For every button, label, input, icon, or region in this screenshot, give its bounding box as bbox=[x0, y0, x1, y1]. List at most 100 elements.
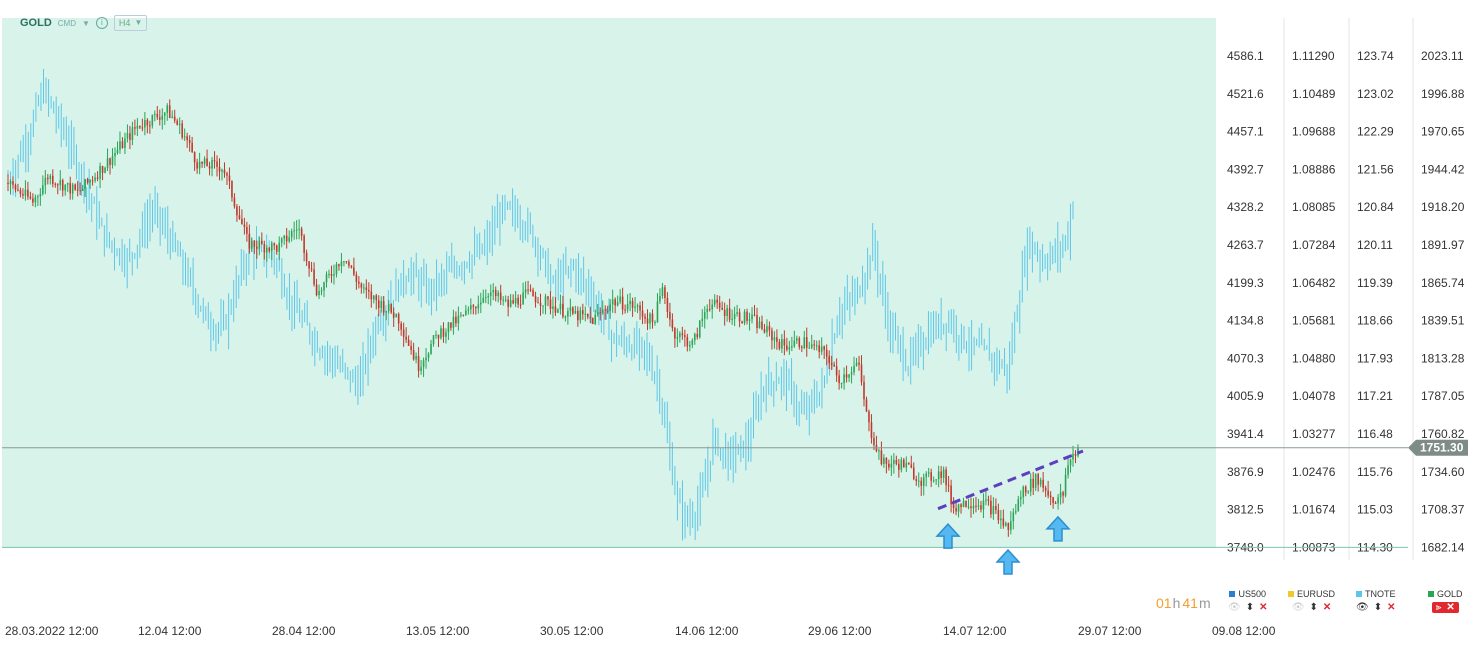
gold-candle bbox=[860, 355, 863, 386]
chevron-down-icon[interactable]: ▼ bbox=[82, 18, 90, 28]
gold-candle bbox=[1022, 485, 1025, 505]
gold-candle bbox=[504, 295, 507, 303]
price-tick-label: 1760.82 bbox=[1421, 427, 1465, 441]
eye-icon[interactable]: 👁 bbox=[1228, 602, 1241, 613]
gold-candle bbox=[995, 498, 997, 514]
info-icon[interactable]: i bbox=[95, 17, 108, 29]
gold-candle bbox=[186, 132, 188, 148]
close-icon[interactable]: ✕ bbox=[1387, 602, 1396, 613]
gold-candle bbox=[17, 183, 19, 192]
candlestick-type-icon[interactable]: ⫸ bbox=[1435, 602, 1442, 613]
gold-candle bbox=[1007, 522, 1010, 537]
eye-icon[interactable]: 👁 bbox=[1356, 602, 1369, 613]
gold-candle bbox=[898, 458, 900, 478]
gold-candle bbox=[101, 165, 104, 181]
gold-candle bbox=[557, 308, 559, 314]
price-tick-label: 1865.74 bbox=[1421, 276, 1465, 290]
arrow-up-icon[interactable] bbox=[995, 548, 1021, 575]
gold-candle bbox=[400, 321, 402, 336]
legend-gold[interactable]: GOLD ⫸ ✕ bbox=[1428, 589, 1463, 613]
gold-candle bbox=[768, 321, 771, 337]
gold-candle bbox=[86, 177, 89, 185]
gold-candle bbox=[265, 245, 268, 262]
gold-candle bbox=[96, 171, 99, 182]
gold-candle bbox=[519, 294, 522, 309]
price-tick-label: 1813.28 bbox=[1421, 351, 1465, 365]
price-tick-label: 1918.20 bbox=[1421, 200, 1465, 214]
gold-candle bbox=[1000, 509, 1002, 529]
gold-series bbox=[7, 99, 1079, 537]
gold-candle bbox=[972, 498, 975, 515]
gold-candle bbox=[94, 172, 96, 183]
sort-icon[interactable]: ⬍ bbox=[1245, 602, 1255, 613]
time-tick-label: 13.05 12:00 bbox=[406, 624, 470, 638]
gold-candle bbox=[343, 260, 345, 267]
plot-area[interactable] bbox=[2, 18, 1216, 548]
symbol-label[interactable]: GOLD bbox=[20, 17, 52, 29]
gold-candle bbox=[47, 174, 49, 185]
timeframe-select[interactable]: H4 ▼ bbox=[113, 15, 148, 31]
gold-candle bbox=[601, 300, 604, 315]
gold-candle bbox=[708, 299, 711, 312]
price-tick-label: 1996.88 bbox=[1421, 87, 1465, 101]
eye-icon[interactable]: 👁 bbox=[1291, 602, 1305, 613]
arrow-up-icon[interactable] bbox=[1045, 515, 1071, 542]
gold-candle bbox=[397, 312, 400, 332]
gold-candle bbox=[1005, 521, 1007, 527]
gold-candle bbox=[325, 271, 328, 288]
gold-candle bbox=[251, 237, 253, 252]
legend-eurusd[interactable]: EURUSD 👁 ⬍ ✕ bbox=[1288, 589, 1335, 613]
price-tick-label: 4134.8 bbox=[1227, 314, 1264, 328]
gold-candle bbox=[776, 329, 778, 350]
gold-candle bbox=[659, 288, 661, 305]
gold-candle bbox=[51, 169, 54, 188]
market-label[interactable]: CMD bbox=[57, 18, 76, 28]
gold-candle bbox=[823, 345, 825, 359]
price-tick-label: 1708.37 bbox=[1421, 503, 1465, 517]
close-icon[interactable]: ✕ bbox=[1446, 602, 1455, 613]
sort-icon[interactable]: ⬍ bbox=[1309, 602, 1318, 613]
close-icon[interactable]: ✕ bbox=[1259, 602, 1268, 613]
gold-candle bbox=[997, 503, 1000, 524]
gold-candle bbox=[293, 221, 295, 240]
gold-candle bbox=[512, 294, 514, 305]
legend-us500[interactable]: US500 👁 ⬍ ✕ bbox=[1228, 589, 1267, 613]
trendline[interactable] bbox=[937, 449, 1084, 511]
gold-candle bbox=[1010, 511, 1012, 535]
gold-candle bbox=[243, 217, 246, 235]
gold-candle bbox=[308, 261, 310, 277]
gold-candle bbox=[895, 455, 898, 466]
gold-candle bbox=[835, 358, 838, 382]
gold-candle bbox=[930, 468, 932, 488]
gold-candle bbox=[527, 280, 529, 295]
price-tick-label: 3941.4 bbox=[1227, 427, 1264, 441]
gold-candle bbox=[726, 304, 728, 322]
gold-candle bbox=[305, 249, 308, 267]
gold-candle bbox=[253, 240, 256, 254]
gold-candle bbox=[477, 295, 480, 314]
gold-candle bbox=[980, 500, 982, 513]
gold-candle bbox=[1057, 494, 1059, 510]
legend-tnote[interactable]: TNOTE 👁 ⬍ ✕ bbox=[1356, 589, 1396, 613]
gold-candle bbox=[636, 303, 639, 314]
arrow-up-icon[interactable] bbox=[935, 522, 961, 549]
gold-candle bbox=[589, 306, 592, 324]
gold-candle bbox=[447, 321, 450, 340]
gold-candle bbox=[554, 297, 557, 316]
gold-candle bbox=[624, 304, 626, 314]
gold-candle bbox=[639, 301, 641, 320]
gold-candle bbox=[268, 246, 271, 253]
gold-candle bbox=[27, 181, 29, 200]
gold-candle bbox=[547, 295, 549, 307]
timer-hours: 01 bbox=[1156, 595, 1172, 611]
gold-candle bbox=[233, 193, 236, 209]
gold-candle bbox=[579, 306, 582, 324]
price-tick-label: 1.01674 bbox=[1292, 503, 1336, 517]
sort-icon[interactable]: ⬍ bbox=[1373, 602, 1383, 613]
close-icon[interactable]: ✕ bbox=[1322, 602, 1332, 613]
gold-candle bbox=[1024, 485, 1027, 497]
gold-candle bbox=[845, 365, 848, 383]
gold-candle bbox=[139, 125, 141, 130]
gold-candle bbox=[206, 149, 208, 167]
